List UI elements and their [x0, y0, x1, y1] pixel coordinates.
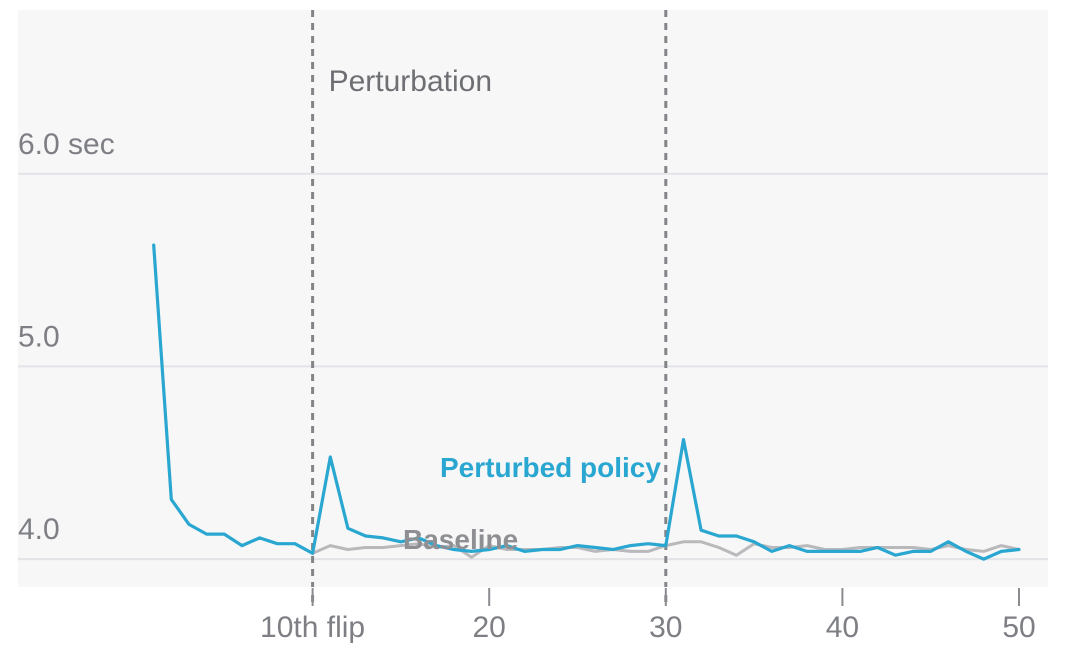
chart-labels: 4.0 5.0 6.0 sec 10th flip 20 30 40 50 Perturbati… — [18, 65, 1036, 644]
x-tick-label: 50 — [1002, 611, 1035, 644]
plot-background — [18, 10, 1048, 588]
series-line-perturbed-policy — [152, 243, 1021, 561]
legend-baseline: Baseline — [403, 524, 518, 555]
x-tick-label: 20 — [473, 611, 506, 644]
perturbation-label: Perturbation — [329, 65, 492, 98]
y-tick-label: 4.0 — [18, 513, 60, 546]
y-tick-label: 6.0 sec — [18, 128, 115, 161]
grid-lines — [18, 172, 1048, 561]
legend-perturbed-policy: Perturbed policy — [440, 452, 661, 483]
x-tick-label: 30 — [649, 611, 682, 644]
perturbation-lines — [311, 10, 668, 608]
x-tick-label: 10th flip — [260, 611, 365, 644]
x-axis — [18, 587, 1048, 606]
series-lines — [152, 243, 1021, 561]
y-tick-label: 5.0 — [18, 320, 60, 353]
x-tick-label: 40 — [826, 611, 859, 644]
